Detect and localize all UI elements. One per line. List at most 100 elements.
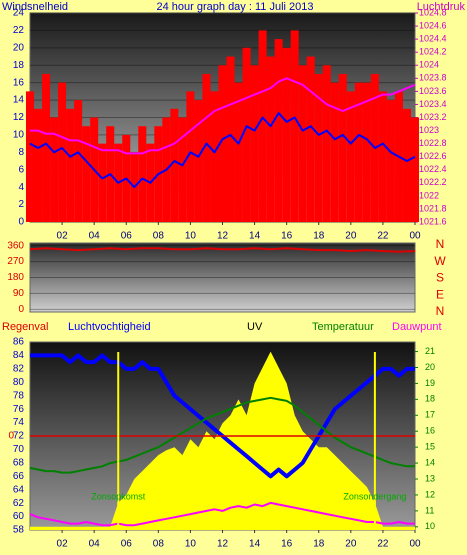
bar bbox=[178, 117, 187, 222]
line bbox=[30, 77, 416, 155]
y-tick-label: 82 bbox=[13, 363, 25, 374]
y2-tick-label: 10 bbox=[425, 521, 435, 531]
compass-label: E bbox=[436, 287, 444, 301]
bar bbox=[170, 108, 179, 222]
legend-label: Temperatuur bbox=[312, 321, 374, 333]
bar bbox=[66, 108, 75, 222]
x-tick-label: 04 bbox=[89, 231, 101, 242]
x-tick-label: 20 bbox=[345, 231, 357, 242]
rain-label: Regenval bbox=[2, 321, 48, 333]
y2-tick-label: 21 bbox=[425, 346, 435, 356]
chart-title: 24 hour graph day : 11 Juli 2013 bbox=[157, 1, 314, 13]
y-tick-label: 6 bbox=[18, 164, 24, 175]
y2-tick-label: 1023 bbox=[419, 125, 439, 135]
line bbox=[29, 247, 416, 253]
y-tick-label: 180 bbox=[7, 272, 24, 283]
bar bbox=[34, 108, 43, 222]
x-tick-label: 06 bbox=[121, 539, 133, 550]
y2-tick-label: 1024.2 bbox=[419, 47, 447, 57]
bar bbox=[210, 91, 219, 222]
y2-tick-label: 13 bbox=[425, 473, 435, 483]
bar bbox=[42, 73, 51, 222]
compass-label: N bbox=[436, 237, 445, 251]
y2-tick-label: 1022.2 bbox=[419, 177, 447, 187]
y-tick-label: 64 bbox=[13, 484, 25, 495]
bar bbox=[322, 65, 331, 222]
y2-tick-label: 12 bbox=[425, 489, 435, 499]
y2-tick-label: 16 bbox=[425, 426, 435, 436]
y-tick-label: 68 bbox=[13, 457, 25, 468]
bar bbox=[290, 30, 299, 222]
bar bbox=[354, 82, 363, 223]
y-tick-label: 86 bbox=[13, 337, 25, 348]
y-tick-label: 24 bbox=[13, 8, 25, 19]
compass-label: S bbox=[436, 271, 444, 285]
x-tick-label: 20 bbox=[345, 539, 357, 550]
y-tick-label: 58 bbox=[13, 525, 25, 536]
y2-tick-label: 1022 bbox=[419, 190, 439, 200]
y-tick-label: 72 bbox=[13, 431, 25, 442]
y-tick-label: 60 bbox=[13, 511, 25, 522]
x-tick-label: 12 bbox=[217, 231, 229, 242]
y2-tick-label: 14 bbox=[425, 457, 435, 467]
bar bbox=[25, 91, 35, 222]
x-tick-label: 02 bbox=[57, 231, 69, 242]
y-tick-label: 22 bbox=[13, 25, 25, 36]
y-tick-label: 8 bbox=[18, 147, 24, 158]
bar bbox=[58, 82, 67, 223]
legend-label: UV bbox=[247, 321, 263, 333]
y-tick-label: 16 bbox=[13, 77, 25, 88]
bar bbox=[274, 39, 283, 222]
bar bbox=[98, 143, 107, 222]
bar bbox=[306, 56, 315, 222]
y-tick-label: 4 bbox=[18, 182, 24, 193]
bar bbox=[74, 100, 83, 222]
bar bbox=[402, 108, 411, 222]
y-tick-label: 80 bbox=[13, 377, 25, 388]
x-tick-label: 18 bbox=[313, 539, 325, 550]
bar bbox=[186, 91, 195, 222]
bar bbox=[218, 65, 227, 222]
bar bbox=[330, 82, 339, 223]
x-tick-label: 10 bbox=[185, 539, 197, 550]
bar bbox=[50, 117, 59, 222]
bar bbox=[338, 73, 347, 222]
x-tick-label: 22 bbox=[377, 231, 389, 242]
bar bbox=[386, 100, 395, 222]
y-tick-label: 84 bbox=[13, 350, 25, 361]
y-tick-label: 66 bbox=[13, 471, 25, 482]
y2-tick-label: 1021.6 bbox=[419, 216, 447, 226]
bar bbox=[250, 65, 259, 222]
y2-tick-label: 1022.6 bbox=[419, 151, 447, 161]
y-tick-label: 2 bbox=[18, 199, 24, 210]
line bbox=[29, 501, 415, 527]
y-tick-label: 12 bbox=[13, 112, 25, 123]
compass-label: N bbox=[436, 304, 445, 318]
x-tick-label: 00 bbox=[409, 231, 421, 242]
legend-label: Luchtvochtigheid bbox=[68, 321, 151, 333]
x-tick-label: 02 bbox=[57, 539, 69, 550]
y2-tick-label: 1024 bbox=[419, 60, 439, 70]
bar bbox=[282, 47, 291, 223]
y2-tick-label: 1024.6 bbox=[419, 20, 447, 30]
y-tick-label: 62 bbox=[13, 498, 25, 509]
x-tick-label: 08 bbox=[153, 231, 165, 242]
x-tick-label: 14 bbox=[249, 539, 261, 550]
x-tick-label: 14 bbox=[249, 231, 261, 242]
y2-tick-label: 20 bbox=[425, 362, 435, 372]
bar bbox=[314, 73, 323, 222]
y2-tick-label: 1023.2 bbox=[419, 112, 447, 122]
y2-tick-label: 1023.8 bbox=[419, 73, 447, 83]
y2-tick-label: 19 bbox=[425, 378, 435, 388]
x-tick-label: 00 bbox=[409, 539, 421, 550]
bar bbox=[266, 56, 275, 222]
y2-tick-label: 17 bbox=[425, 410, 435, 420]
bar bbox=[298, 65, 307, 222]
y-tick-label: 70 bbox=[13, 444, 25, 455]
y-tick-label: 0 bbox=[18, 217, 24, 228]
legend-label: Dauwpunt bbox=[392, 321, 442, 333]
y2-tick-label: 1022.8 bbox=[419, 138, 447, 148]
x-tick-label: 04 bbox=[89, 539, 101, 550]
y2-axis-label: Luchtdruk bbox=[417, 1, 466, 13]
y-tick-label: 10 bbox=[13, 130, 25, 141]
